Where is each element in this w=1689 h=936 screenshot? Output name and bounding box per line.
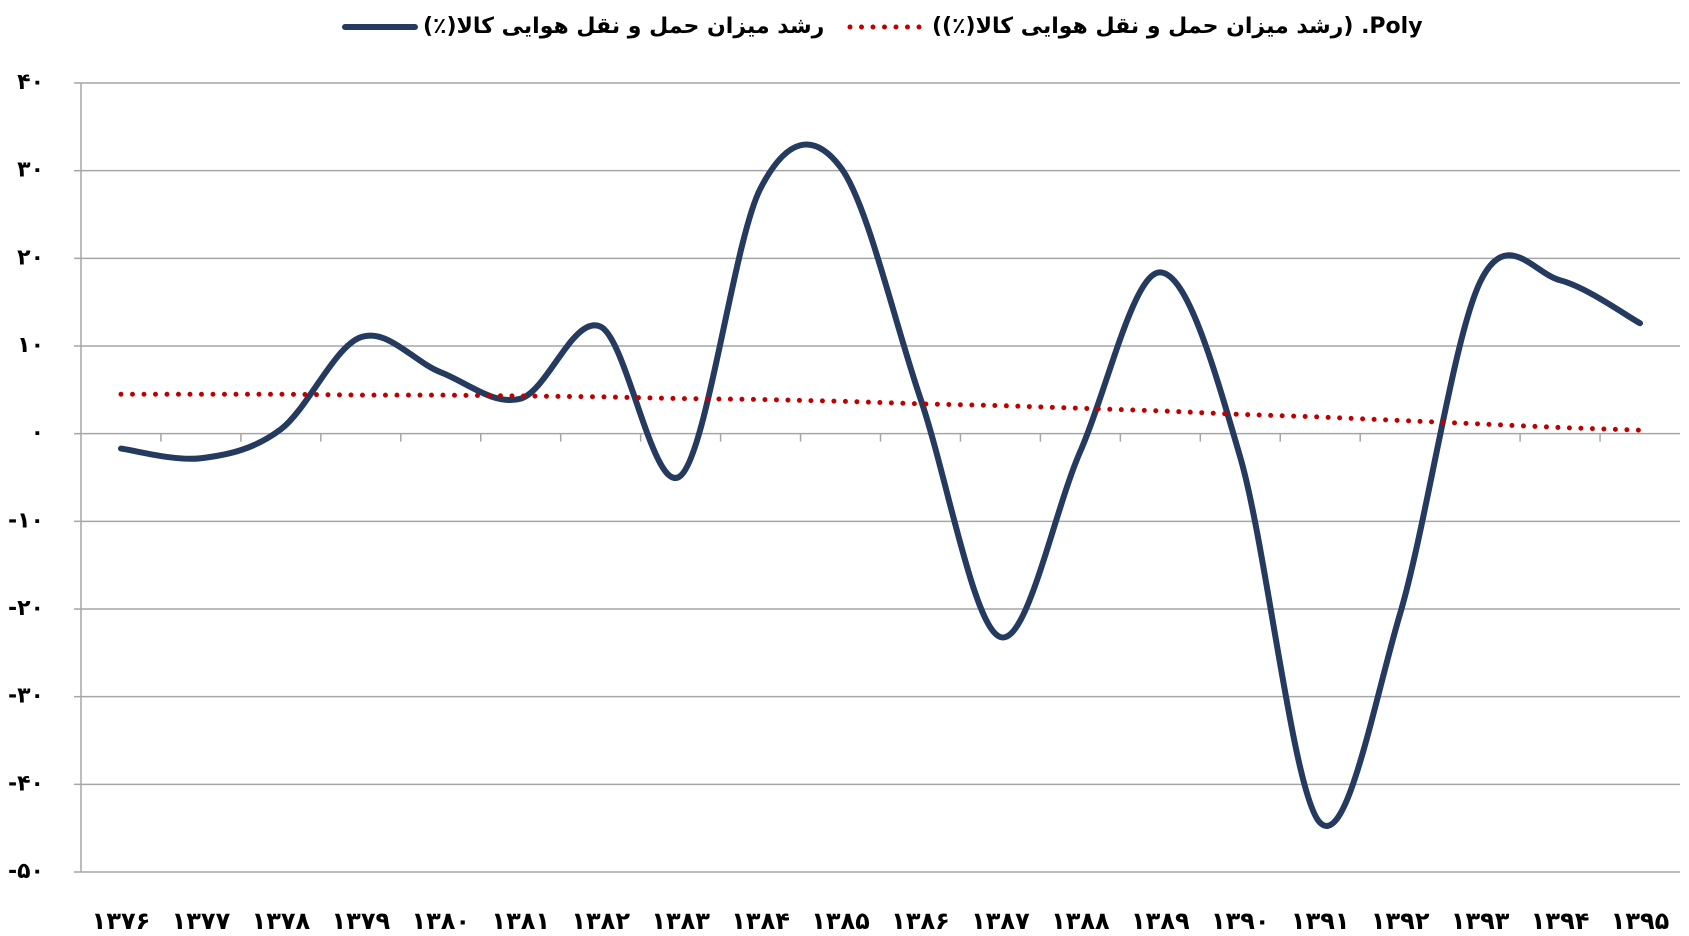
x-tick-label: ۱۳۸۷ [971,907,1030,935]
x-tick-label: ۱۳۸۱ [491,907,550,935]
x-tick-label: ۱۳۸۴ [731,907,790,935]
y-tick-label: -۲۰ [8,596,44,621]
x-tick-label: ۱۳۸۹ [1131,907,1190,935]
x-tick-label: ۱۳۹۰ [1211,907,1270,935]
x-tick-label: ۱۳۷۹ [332,907,391,935]
x-tick-label: ۱۳۸۸ [1051,907,1110,935]
x-tick-label: ۱۳۸۰ [411,907,470,935]
x-tick-label: ۱۳۹۳ [1451,907,1510,935]
series-line [118,391,1643,433]
y-tick-label: ۰ [31,421,44,446]
x-tick-label: ۱۳۹۲ [1371,907,1430,935]
x-tick-label: ۱۳۹۱ [1291,907,1350,935]
y-tick-label: -۴۰ [8,771,44,796]
y-tick-label: -۵۰ [8,859,44,884]
x-tick-label: ۱۳۹۴ [1531,907,1590,935]
x-tick-label: ۱۳۸۶ [891,907,950,935]
y-tick-label: ۴۰ [17,70,44,95]
x-tick-label: ۱۳۷۶ [92,907,151,935]
y-tick-label: ۳۰ [17,158,44,183]
y-tick-label: ۲۰ [17,245,44,270]
x-tick-label: ۱۳۸۵ [811,907,870,935]
x-tick-label: ۱۳۸۳ [651,907,710,935]
x-tick-label: ۱۳۷۷ [172,907,231,935]
legend-label: رشد میزان حمل و نقل هوایی کالا(٪) [423,14,824,39]
series-line [117,141,1644,829]
y-tick-label: -۱۰ [8,508,44,533]
y-tick-label: ۱۰ [17,333,44,358]
x-tick-label: ۱۳۷۸ [252,907,311,935]
legend-label: Poly. (رشد میزان حمل و نقل هوایی کالا(٪)… [932,14,1423,39]
x-tick-label: ۱۳۸۲ [571,907,630,935]
x-tick-label: ۱۳۹۵ [1611,907,1670,935]
y-tick-label: -۳۰ [8,684,44,709]
